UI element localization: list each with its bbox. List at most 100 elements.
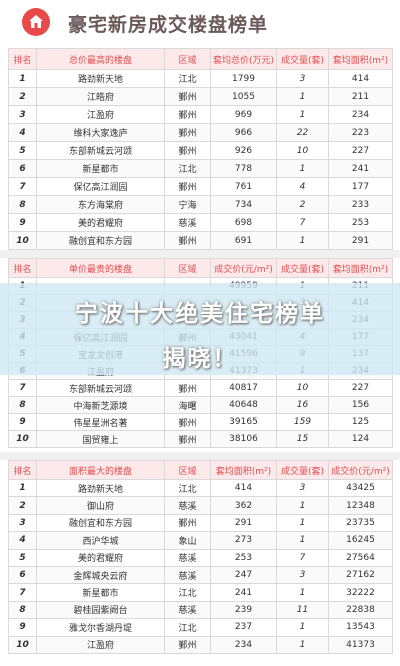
table-cell: 融创宜和东方园 <box>36 231 165 250</box>
table-cell: 3 <box>276 478 329 498</box>
column-header: 套均面积(m²) <box>328 48 393 70</box>
table-row: 10 江盈府 鄞州 234 1 41373 <box>8 635 393 654</box>
table-cell: 237 <box>210 618 277 637</box>
column-header: 面积最大的楼盘 <box>36 460 165 480</box>
table-cell: 734 <box>210 195 277 214</box>
table-cell: 江北 <box>164 478 211 498</box>
table-cell: 3 <box>8 513 37 533</box>
table-cell: 27564 <box>328 548 393 567</box>
page-title: 豪宅新房成交楼盘榜单 <box>68 14 269 36</box>
table-cell: 宁海 <box>164 195 211 214</box>
table-cell: 761 <box>210 177 277 196</box>
table-cell: 鄞州 <box>164 413 211 431</box>
column-header: 区域 <box>164 258 211 278</box>
column-header: 成交价(元/m²) <box>210 258 277 278</box>
table-cell: 1 <box>276 583 329 602</box>
table-cell: 414 <box>328 69 393 88</box>
table-cell: 233 <box>328 195 393 214</box>
table-cell: 海曙 <box>164 396 211 414</box>
table-cell: 9 <box>8 413 37 431</box>
table-cell: 10 <box>8 231 37 250</box>
table-row: 5 东部新城云河颂 鄞州 926 10 227 <box>8 141 393 160</box>
table-cell: 慈溪 <box>164 213 211 232</box>
table-cell: 291 <box>328 231 393 250</box>
table-cell: 12348 <box>328 496 393 515</box>
table-cell: 鄞州 <box>164 177 211 196</box>
total-price-ranking-table: 排名 总价最高的楼盘 区域 套均总价(万元) 成交量(套) 套均面积(m²) 1 路劲新天地江… <box>8 48 393 250</box>
table-cell: 2 <box>8 496 37 515</box>
table-cell: 江盈府 <box>36 105 165 124</box>
table-cell: 211 <box>328 87 393 106</box>
column-header: 成交量(套) <box>276 258 329 278</box>
table-cell: 234 <box>328 105 393 124</box>
banner-headline: 宁波十大绝美住宅榜单 <box>75 301 325 327</box>
table-cell: 伟星星洲名著 <box>36 413 165 431</box>
table-cell: 291 <box>210 513 277 533</box>
table-cell: 778 <box>210 159 277 178</box>
table-cell: 1 <box>8 478 37 498</box>
table-cell: 鄞州 <box>164 379 211 397</box>
table-cell: 7 <box>8 379 37 397</box>
table-cell: 7 <box>8 583 37 602</box>
table-cell: 江北 <box>164 583 211 602</box>
column-header: 单价最贵的楼盘 <box>36 258 165 278</box>
table-cell: 鄞州 <box>164 87 211 106</box>
table-cell: 江北 <box>164 69 211 88</box>
header: 豪宅新房成交楼盘榜单 <box>0 0 400 44</box>
table-cell: 鄞州 <box>164 635 211 654</box>
table-row: 2 江皓府 鄞州 1055 1 211 <box>8 87 393 106</box>
table-cell: 156 <box>328 396 393 414</box>
table-cell: 414 <box>210 478 277 498</box>
table-cell: 雅戈尔香湖丹堤 <box>36 618 165 637</box>
column-header: 区域 <box>164 460 211 480</box>
table-cell: 39165 <box>210 413 277 431</box>
table-cell: 慈溪 <box>164 496 211 515</box>
table-row: 7 新星都市 江北 241 1 32222 <box>8 583 393 602</box>
table-cell: 15 <box>276 430 329 448</box>
table-cell: 966 <box>210 123 277 142</box>
table-row: 4 西沪华城 象山 273 1 16245 <box>8 531 393 550</box>
column-header: 套均面积(m²) <box>210 460 277 480</box>
table-cell: 象山 <box>164 531 211 550</box>
table-row: 1 路劲新天地 江北 414 3 43425 <box>8 478 393 498</box>
column-header: 成交量(套) <box>276 48 329 70</box>
table-cell: 7 <box>8 177 37 196</box>
table-cell: 江北 <box>164 159 211 178</box>
table-cell: 金辉城央云府 <box>36 565 165 585</box>
table-cell: 慈溪 <box>164 548 211 567</box>
table-cell: 5 <box>8 141 37 160</box>
table-cell: 16245 <box>328 531 393 550</box>
section-divider <box>0 250 400 258</box>
table-cell: 4 <box>276 177 329 196</box>
table-cell: 东方海棠府 <box>36 195 165 214</box>
table-row: 3 江盈府 鄞州 969 1 234 <box>8 105 393 124</box>
table-cell: 2 <box>8 87 37 106</box>
column-header: 排名 <box>8 48 37 70</box>
table-cell: 路劲新天地 <box>36 478 165 498</box>
column-header: 区域 <box>164 48 211 70</box>
table-row: 3 融创宜和东方园 鄞州 291 1 23735 <box>8 513 393 533</box>
table-row: 10 融创宜和东方园 鄞州 691 1 291 <box>8 231 393 250</box>
table-cell: 234 <box>210 635 277 654</box>
table-cell: 22 <box>276 123 329 142</box>
table-cell: 32222 <box>328 583 393 602</box>
table-cell: 1 <box>276 635 329 654</box>
table-cell: 13543 <box>328 618 393 637</box>
table-cell: 241 <box>210 583 277 602</box>
table-cell: 鄞州 <box>164 141 211 160</box>
house-logo-icon <box>22 8 50 36</box>
table-cell: 美的君耀府 <box>36 213 165 232</box>
table-cell: 2 <box>276 195 329 214</box>
table-cell: 41373 <box>328 635 393 654</box>
table-cell: 253 <box>328 213 393 232</box>
table-cell: 鄞州 <box>164 430 211 448</box>
table-cell: 美的君耀府 <box>36 548 165 567</box>
table-cell: 1 <box>276 159 329 178</box>
table-cell: 8 <box>8 600 37 620</box>
table-cell: 1 <box>276 231 329 250</box>
table-cell: 鄞州 <box>164 105 211 124</box>
table-row: 6 金辉城央云府 慈溪 247 3 27162 <box>8 565 393 585</box>
table-cell: 22838 <box>328 600 393 620</box>
table-cell: 16 <box>276 396 329 414</box>
table-cell: 1799 <box>210 69 277 88</box>
